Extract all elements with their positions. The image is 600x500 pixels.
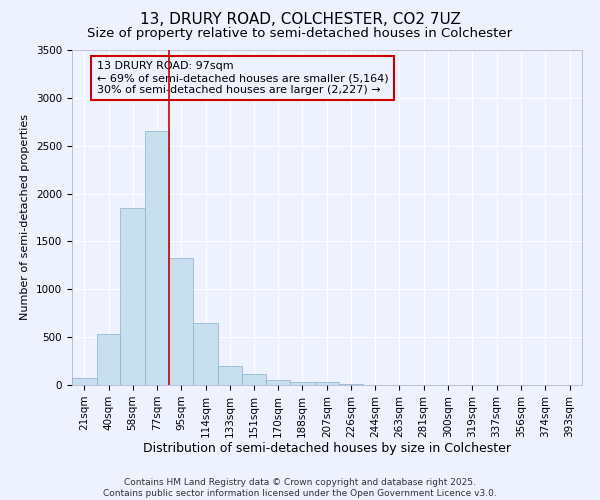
Y-axis label: Number of semi-detached properties: Number of semi-detached properties xyxy=(20,114,31,320)
Text: Size of property relative to semi-detached houses in Colchester: Size of property relative to semi-detach… xyxy=(88,28,512,40)
Bar xyxy=(290,382,314,385)
Bar xyxy=(169,258,193,385)
Bar xyxy=(314,382,340,385)
Text: 13, DRURY ROAD, COLCHESTER, CO2 7UZ: 13, DRURY ROAD, COLCHESTER, CO2 7UZ xyxy=(140,12,460,28)
Bar xyxy=(193,323,218,385)
X-axis label: Distribution of semi-detached houses by size in Colchester: Distribution of semi-detached houses by … xyxy=(143,442,511,456)
Bar xyxy=(97,334,120,385)
Bar xyxy=(145,132,169,385)
Text: Contains HM Land Registry data © Crown copyright and database right 2025.
Contai: Contains HM Land Registry data © Crown c… xyxy=(103,478,497,498)
Bar xyxy=(120,208,145,385)
Bar xyxy=(266,380,290,385)
Text: 13 DRURY ROAD: 97sqm
← 69% of semi-detached houses are smaller (5,164)
30% of se: 13 DRURY ROAD: 97sqm ← 69% of semi-detac… xyxy=(97,62,388,94)
Bar xyxy=(218,366,242,385)
Bar xyxy=(242,374,266,385)
Bar xyxy=(340,384,363,385)
Bar xyxy=(72,378,97,385)
